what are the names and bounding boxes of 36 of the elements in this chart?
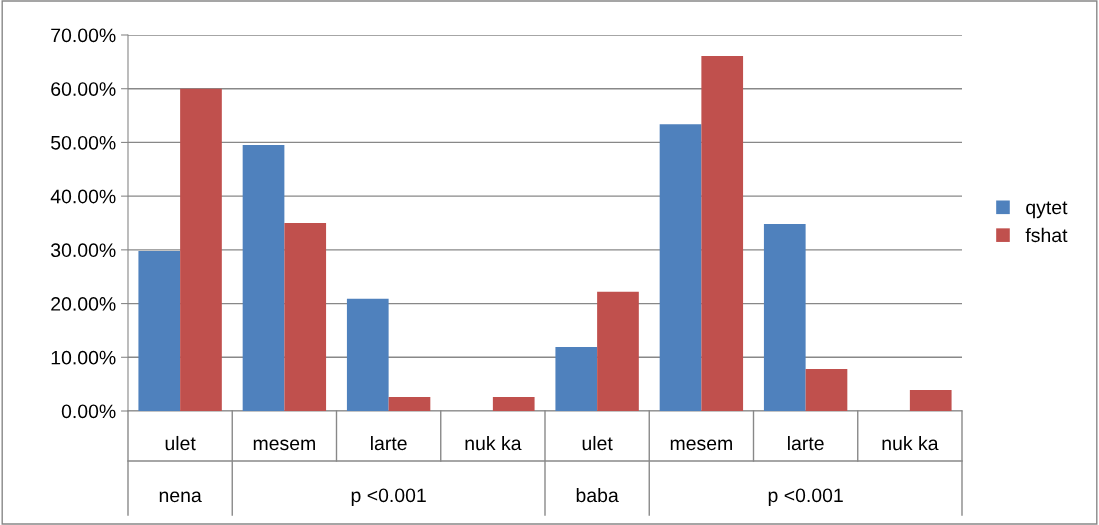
legend-label: qytet <box>1026 201 1068 219</box>
text: baba <box>576 487 619 503</box>
bar <box>763 224 806 411</box>
x-tick-label: larte <box>371 435 407 451</box>
bar <box>701 55 744 411</box>
y-tick-label: 50.00% <box>51 135 116 150</box>
x-tick-label: mesem <box>670 439 732 451</box>
text: p <0.001 <box>768 488 843 507</box>
x-tick-label: nuk ka <box>465 435 522 451</box>
bar <box>180 88 222 411</box>
legend-label: fshat <box>1025 227 1068 243</box>
bar <box>659 124 702 411</box>
y-tick-label: 10.00% <box>51 350 116 365</box>
bar <box>242 145 285 411</box>
text: nena <box>159 491 202 503</box>
bar <box>805 369 848 411</box>
bar <box>284 223 327 411</box>
x-tick-label: nuk ka <box>882 435 939 451</box>
y-tick-label: 0.00% <box>61 404 116 419</box>
bar <box>388 397 431 411</box>
bar <box>555 347 598 411</box>
bar <box>346 298 389 411</box>
x-tick-label: ulet <box>165 435 196 451</box>
bar <box>909 390 952 411</box>
bar <box>492 397 535 411</box>
y-tick-label: 70.00% <box>51 28 116 43</box>
y-tick-label: 30.00% <box>50 243 116 258</box>
x-tick-label: mesem <box>253 439 315 451</box>
bar <box>138 250 181 411</box>
y-tick-label: 40.00% <box>50 189 116 204</box>
x-tick-label: larte <box>788 435 824 451</box>
x-tick-label: ulet <box>582 435 613 451</box>
y-tick-label: 60.00% <box>51 82 116 96</box>
bar <box>597 291 639 411</box>
text: p <0.001 <box>351 488 426 507</box>
y-tick-label: 20.00% <box>51 297 116 311</box>
